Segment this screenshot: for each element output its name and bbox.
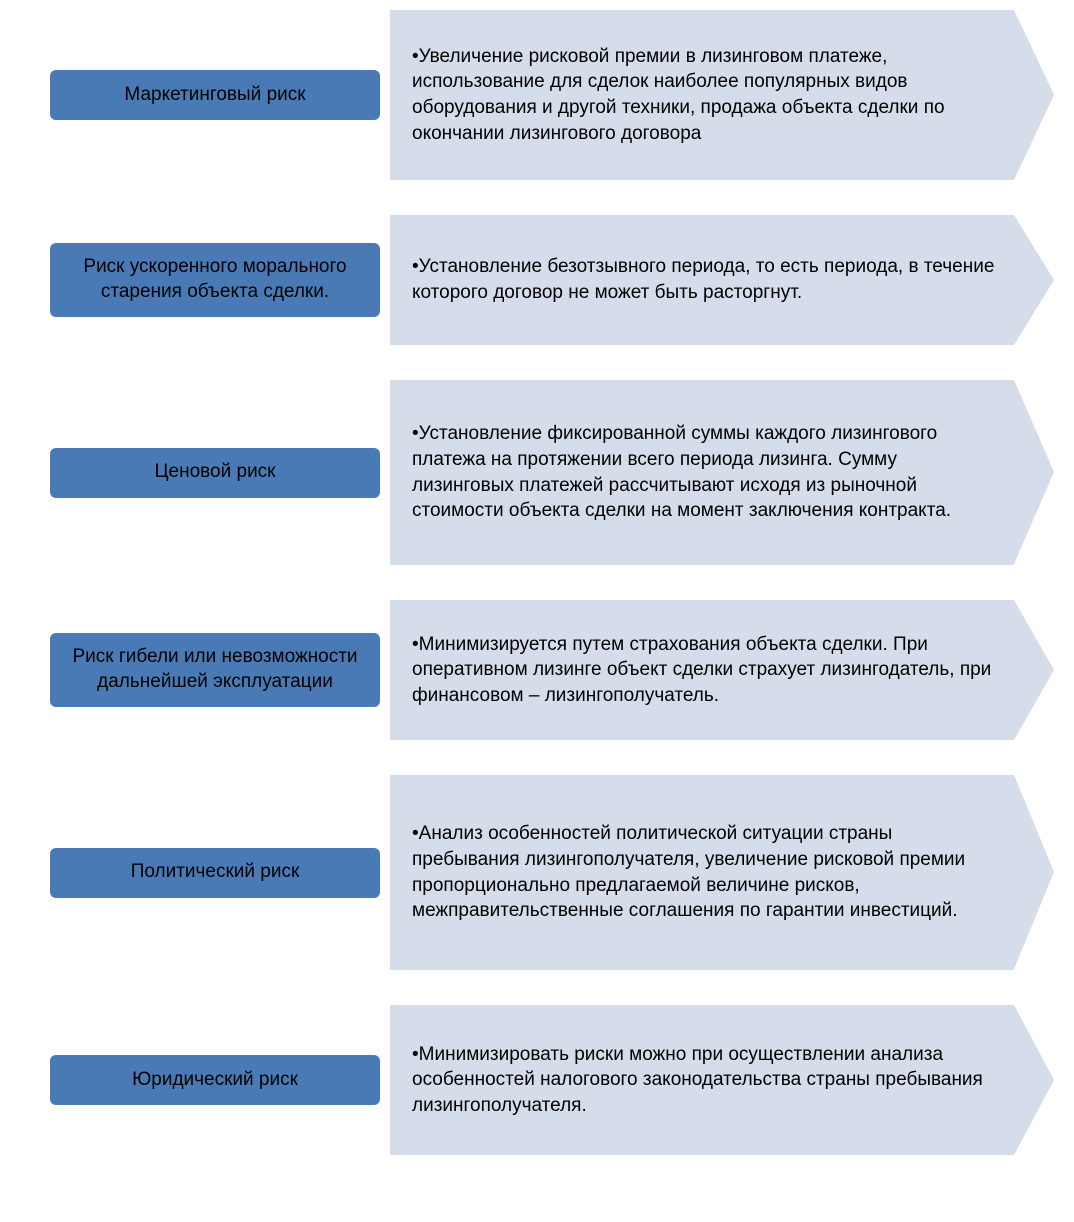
arrow-head-icon [1014, 1005, 1054, 1155]
arrow-head-icon [1014, 10, 1054, 180]
risk-arrow: •Минимизируется путем страхования объект… [390, 600, 1054, 740]
risk-label: Юридический риск [50, 1055, 380, 1105]
risk-label: Ценовой риск [50, 448, 380, 498]
risk-arrow: •Анализ особенностей политической ситуац… [390, 775, 1054, 970]
risk-diagram: Маркетинговый риск•Увеличение рисковой п… [50, 10, 1054, 1155]
risk-row: Ценовой риск•Установление фиксированной … [50, 380, 1054, 565]
risk-description: •Минимизируется путем страхования объект… [390, 600, 1014, 740]
risk-row: Юридический риск•Минимизировать риски мо… [50, 1005, 1054, 1155]
risk-row: Маркетинговый риск•Увеличение рисковой п… [50, 10, 1054, 180]
arrow-head-icon [1014, 215, 1054, 345]
risk-row: Риск гибели или невозможности дальнейшей… [50, 600, 1054, 740]
arrow-head-icon [1014, 775, 1054, 969]
risk-row: Риск ускоренного морального старения объ… [50, 215, 1054, 345]
risk-label: Риск гибели или невозможности дальнейшей… [50, 633, 380, 706]
risk-label: Политический риск [50, 848, 380, 898]
risk-description: •Анализ особенностей политической ситуац… [390, 775, 1014, 970]
risk-arrow: •Увеличение рисковой премии в лизинговом… [390, 10, 1054, 180]
arrow-head-icon [1014, 600, 1054, 740]
risk-description: •Установление безотзывного периода, то е… [390, 215, 1014, 345]
risk-arrow: •Установление фиксированной суммы каждог… [390, 380, 1054, 565]
risk-label: Маркетинговый риск [50, 70, 380, 120]
risk-description: •Установление фиксированной суммы каждог… [390, 380, 1014, 565]
arrow-head-icon [1014, 380, 1054, 564]
risk-arrow: •Минимизировать риски можно при осуществ… [390, 1005, 1054, 1155]
risk-description: •Минимизировать риски можно при осуществ… [390, 1005, 1014, 1155]
risk-row: Политический риск•Анализ особенностей по… [50, 775, 1054, 970]
risk-label: Риск ускоренного морального старения объ… [50, 243, 380, 316]
risk-description: •Увеличение рисковой премии в лизинговом… [390, 10, 1014, 180]
risk-arrow: •Установление безотзывного периода, то е… [390, 215, 1054, 345]
